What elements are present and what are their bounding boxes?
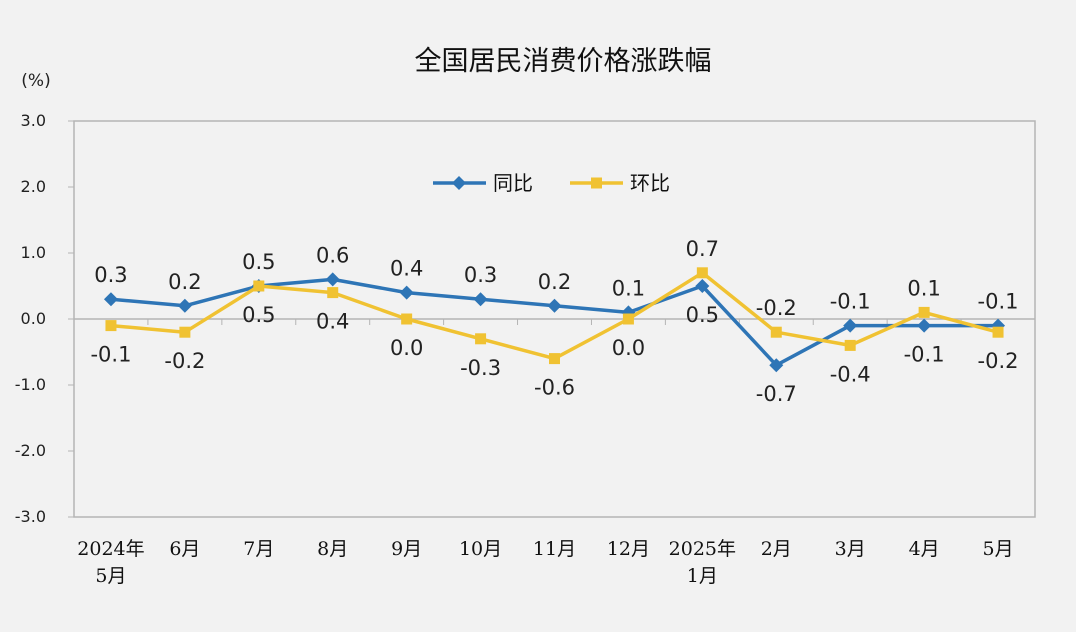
x-axis: 2024年 5月 6月 7月 8月 9月 10月 11月 12月 2025年 1月 2月 3月 4月 5月: [77, 538, 1013, 587]
data-point-yoy: [695, 279, 710, 293]
x-tick-label: 5月: [95, 565, 126, 587]
data-point-mom: [327, 287, 339, 299]
y-axis-unit: (%): [21, 71, 50, 91]
data-label-yoy: 0.5: [686, 303, 719, 327]
data-point-yoy: [843, 318, 858, 333]
data-label-mom: 0.1: [907, 276, 940, 300]
data-labels: 0.3 -0.1 0.2 -0.2 0.5 0.5 0.6 0.4 0.4 0.0 0.3 -0.3 0…: [90, 237, 1018, 406]
data-label-yoy: 0.3: [94, 263, 127, 287]
data-label-mom: 0.5: [242, 303, 275, 327]
data-label-mom: -0.3: [460, 356, 501, 380]
x-tick-label: 10月: [459, 538, 502, 560]
x-tick-label: 2025年: [669, 538, 736, 560]
data-label-yoy: 0.3: [464, 263, 497, 287]
data-point-yoy: [177, 298, 192, 313]
data-label-mom: -0.1: [90, 343, 131, 367]
y-tick-label: 3.0: [21, 111, 46, 130]
data-point-mom: [770, 326, 782, 338]
y-tick-label: 1.0: [21, 243, 46, 262]
x-tick-label: 3月: [835, 538, 866, 560]
data-label-yoy: -0.7: [756, 382, 797, 406]
legend: 同比 环比: [433, 171, 670, 195]
y-tick-label: 2.0: [21, 177, 46, 196]
x-tick-label: 12月: [607, 538, 650, 560]
data-point-mom: [696, 267, 708, 279]
legend-label-yoy: 同比: [493, 171, 533, 195]
data-point-mom: [844, 339, 856, 351]
data-label-mom: -0.4: [830, 362, 871, 386]
data-point-mom: [105, 320, 117, 332]
x-tick-label: 7月: [243, 538, 274, 560]
data-point-yoy: [399, 285, 414, 300]
data-label-mom: 0.0: [390, 336, 423, 360]
x-tick-label: 1月: [687, 565, 718, 587]
x-tick-label: 8月: [317, 538, 348, 560]
data-point-mom: [918, 306, 930, 318]
data-label-yoy: 0.1: [612, 276, 645, 300]
legend-label-mom: 环比: [630, 171, 670, 195]
data-label-mom: -0.2: [164, 349, 205, 373]
data-label-mom: -0.6: [534, 376, 575, 400]
x-tick-label: 6月: [169, 538, 200, 560]
x-tick-label: 4月: [909, 538, 940, 560]
x-tick-label: 2024年: [77, 538, 144, 560]
x-tick-label: 2月: [761, 538, 792, 560]
data-point-yoy: [769, 358, 784, 373]
x-tick-label: 11月: [533, 538, 576, 560]
y-axis: 3.0 2.0 1.0 0.0 -1.0 -2.0 -3.0: [15, 111, 74, 526]
legend-marker-mom: [591, 177, 602, 189]
y-tick-label: -2.0: [15, 441, 46, 460]
x-tick-label: 9月: [391, 538, 422, 560]
data-label-yoy: 0.6: [316, 243, 349, 267]
zero-axis: [74, 318, 1035, 325]
data-label-yoy: 0.5: [242, 250, 275, 274]
data-label-mom: 0.7: [686, 237, 719, 261]
data-label-mom: -0.2: [756, 296, 797, 320]
y-tick-label: 0.0: [21, 309, 46, 328]
series-layer: [103, 267, 1006, 373]
data-point-yoy: [917, 318, 932, 333]
legend-marker-yoy: [452, 176, 466, 190]
data-label-mom: 0.0: [612, 336, 645, 360]
data-point-yoy: [473, 292, 488, 307]
x-tick-label: 5月: [982, 538, 1013, 560]
data-label-yoy: -0.1: [978, 290, 1019, 314]
data-label-yoy: 0.2: [538, 270, 571, 294]
data-label-mom: -0.2: [978, 349, 1019, 373]
data-point-mom: [401, 313, 413, 325]
data-point-mom: [475, 333, 487, 345]
data-point-mom: [622, 313, 634, 325]
data-label-yoy: -0.1: [830, 290, 871, 314]
data-label-mom: 0.4: [316, 310, 349, 334]
data-point-yoy: [325, 272, 340, 287]
data-point-yoy: [547, 298, 562, 313]
data-label-yoy: 0.2: [168, 270, 201, 294]
y-tick-label: -1.0: [15, 375, 46, 394]
chart-title: 全国居民消费价格涨跌幅: [415, 46, 712, 77]
y-tick-label: -3.0: [15, 507, 46, 526]
data-point-yoy: [103, 292, 118, 307]
data-point-mom: [179, 326, 191, 338]
data-label-yoy: 0.4: [390, 257, 423, 281]
data-point-mom: [549, 353, 560, 365]
data-point-mom: [253, 280, 265, 292]
data-label-yoy: -0.1: [904, 343, 945, 367]
data-point-mom: [992, 326, 1004, 338]
